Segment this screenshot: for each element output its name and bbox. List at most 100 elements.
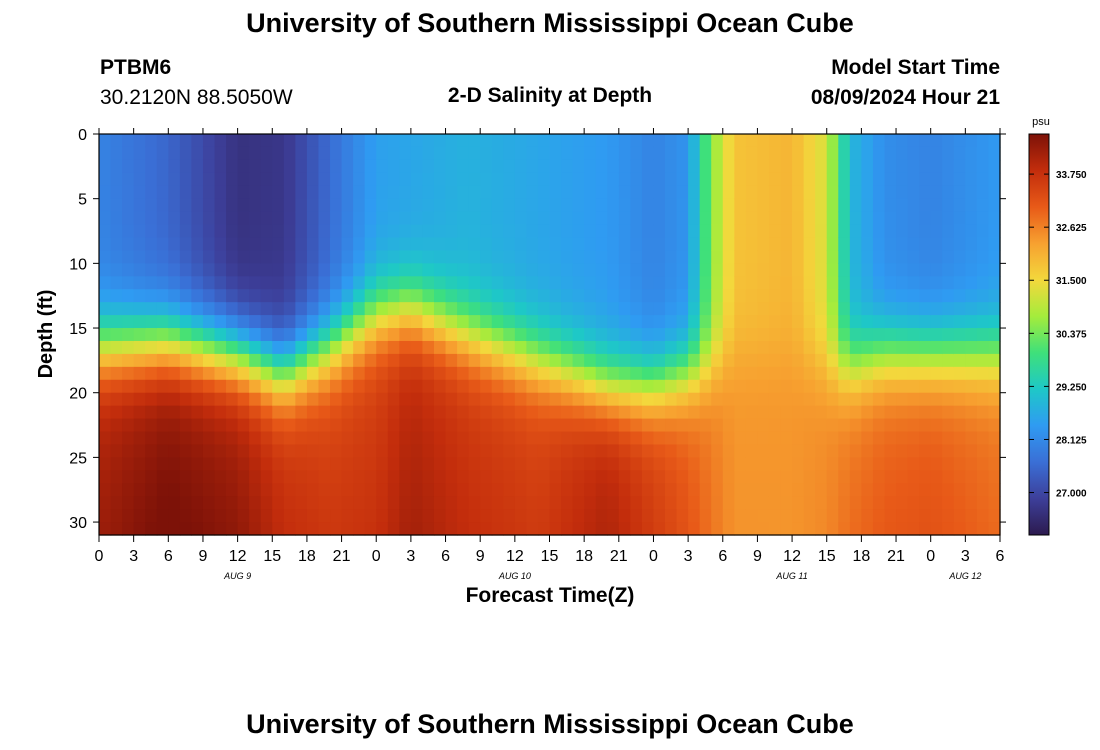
heatmap-cell <box>699 328 712 342</box>
heatmap-cell <box>965 392 978 407</box>
heatmap-cell <box>330 315 343 329</box>
heatmap-cell <box>976 159 990 174</box>
heatmap-cell <box>942 328 955 342</box>
colorbar-unit: psu <box>1032 116 1050 128</box>
heatmap-cell <box>376 328 389 342</box>
heatmap-cell <box>930 392 943 407</box>
heatmap-cell <box>618 353 631 368</box>
heatmap-cell <box>815 250 828 264</box>
heatmap-cell <box>353 237 366 252</box>
heatmap-cell <box>387 522 400 536</box>
heatmap-cell <box>861 146 874 161</box>
heatmap-cell <box>226 366 239 381</box>
heatmap-cell <box>618 392 631 407</box>
heatmap-cell <box>872 315 886 329</box>
heatmap-cell <box>722 392 735 407</box>
heatmap-cell <box>641 483 655 497</box>
heatmap-cell <box>318 340 331 355</box>
heatmap-cell <box>353 211 366 226</box>
heatmap-cell <box>387 134 400 148</box>
heatmap-cell <box>826 418 839 433</box>
heatmap-cell <box>122 263 135 277</box>
heatmap-cell <box>549 328 562 342</box>
heatmap-cell <box>410 276 424 290</box>
heatmap-cell <box>803 172 816 187</box>
heatmap-cell <box>780 483 793 497</box>
heatmap-cell <box>584 224 597 239</box>
heatmap-cell <box>688 328 701 342</box>
heatmap-cell <box>930 366 943 381</box>
heatmap-cell <box>988 457 1001 471</box>
heatmap-cell <box>745 366 759 381</box>
heatmap-cell <box>537 405 551 420</box>
heatmap-cell <box>607 211 620 226</box>
heatmap-cell <box>191 250 204 264</box>
heatmap-cell <box>803 159 816 174</box>
heatmap-cell <box>618 444 631 458</box>
heatmap-cell <box>133 263 146 277</box>
heatmap-cell <box>861 392 874 407</box>
heatmap-cell <box>768 340 782 355</box>
date-label: AUG 9 <box>223 571 251 581</box>
heatmap-cell <box>653 328 666 342</box>
heatmap-cell <box>99 159 112 174</box>
heatmap-cell <box>341 146 354 161</box>
heatmap-cell <box>688 522 701 536</box>
heatmap-cell <box>133 444 146 458</box>
heatmap-cell <box>630 134 643 148</box>
heatmap-cell <box>884 134 897 148</box>
heatmap-cell <box>572 405 585 420</box>
heatmap-cell <box>595 457 608 471</box>
heatmap-cell <box>919 418 932 433</box>
heatmap-cell <box>491 263 504 277</box>
heatmap-cell <box>815 366 828 381</box>
heatmap-cell <box>156 302 169 316</box>
heatmap-cell <box>792 340 805 355</box>
heatmap-cell <box>387 211 400 226</box>
heatmap-cell <box>607 134 620 148</box>
heatmap-cell <box>919 522 932 536</box>
heatmap-cell <box>745 237 759 252</box>
heatmap-cell <box>364 172 377 187</box>
heatmap-cell <box>445 379 458 394</box>
heatmap-cell <box>330 198 343 213</box>
heatmap-cell <box>572 353 585 368</box>
heatmap-cell <box>803 457 816 471</box>
heatmap-cell <box>549 185 562 200</box>
heatmap-cell <box>260 302 273 316</box>
heatmap-cell <box>503 405 516 420</box>
heatmap-cell <box>561 315 574 329</box>
heatmap-cell <box>641 328 655 342</box>
heatmap-cell <box>295 366 308 381</box>
heatmap-cell <box>688 431 701 446</box>
heatmap-cell <box>480 431 493 446</box>
heatmap-cell <box>676 276 689 290</box>
heatmap-cell <box>942 405 955 420</box>
heatmap-cell <box>283 340 296 355</box>
heatmap-cell <box>976 263 990 277</box>
heatmap-cell <box>480 185 493 200</box>
heatmap-cell <box>526 250 539 264</box>
heatmap-cell <box>457 172 470 187</box>
heatmap-cell <box>445 146 458 161</box>
heatmap-cell <box>226 496 239 510</box>
heatmap-cell <box>780 444 793 458</box>
heatmap-cell <box>641 444 655 458</box>
heatmap-cell <box>549 366 562 381</box>
heatmap-cell <box>607 302 620 316</box>
heatmap-cell <box>618 405 631 420</box>
heatmap-cell <box>468 457 481 471</box>
heatmap-cell <box>803 418 816 433</box>
x-tick-label: 3 <box>684 548 693 565</box>
heatmap-cell <box>514 211 527 226</box>
heatmap-cell <box>711 250 724 264</box>
heatmap-cell <box>953 405 966 420</box>
heatmap-cell <box>849 159 862 174</box>
heatmap-cell <box>214 289 227 303</box>
heatmap-cell <box>907 457 920 471</box>
model-start-value: 08/09/2024 Hour 21 <box>810 86 1000 109</box>
heatmap-cell <box>838 366 851 381</box>
heatmap-cell <box>387 379 400 394</box>
heatmap-cell <box>595 263 608 277</box>
heatmap-cell <box>410 134 424 148</box>
